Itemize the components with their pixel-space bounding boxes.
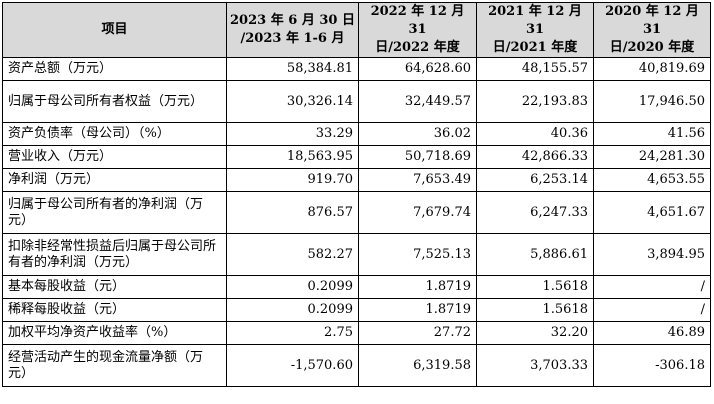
cell-value: 42,866.33 — [476, 145, 594, 169]
cell-value: 17,946.50 — [593, 80, 711, 123]
header-line2: 日/2020 年度 — [609, 40, 695, 55]
financial-summary-table: 项目 2023 年 6 月 30 日/2023 年 1-6 月 2022 年 1… — [2, 2, 711, 387]
table-row-diluted-eps: 稀释每股收益（元） 0.2099 1.8719 1.5618 / — [2, 298, 711, 322]
header-item: 项目 — [2, 2, 227, 58]
cell-value: -306.18 — [593, 344, 711, 387]
header-line1: 2023 年 6 月 30 日 — [230, 13, 355, 28]
header-line1: 2021 年 12 月 31 — [488, 4, 582, 37]
row-label: 基本每股收益（元） — [2, 275, 227, 299]
cell-value: 41.56 — [593, 122, 711, 146]
row-label: 资产负债率（母公司）（%） — [2, 122, 227, 146]
table-row-parent-equity: 归属于母公司所有者权益（万元） 30,326.14 32,449.57 22,1… — [2, 80, 711, 123]
cell-value: 3,894.95 — [593, 233, 711, 276]
cell-value: 2.75 — [226, 321, 359, 345]
cell-value: 919.70 — [226, 168, 359, 192]
header-item-label: 项目 — [101, 22, 128, 37]
header-line2: /2023 年 1-6 月 — [240, 31, 345, 46]
cell-value: -1,570.60 — [226, 344, 359, 387]
cell-value: 32,449.57 — [358, 80, 477, 123]
table-row-parent-net-profit: 归属于母公司所有者的净利润（万元） 876.57 7,679.74 6,247.… — [2, 191, 711, 234]
table-row-total-assets: 资产总额（万元） 58,384.81 64,628.60 48,155.57 4… — [2, 57, 711, 81]
cell-value: 24,281.30 — [593, 145, 711, 169]
cell-value: 3,703.33 — [476, 344, 594, 387]
cell-value: 1.8719 — [358, 298, 477, 322]
cell-value: 46.89 — [593, 321, 711, 345]
row-label: 营业收入（万元） — [2, 145, 227, 169]
row-label: 归属于母公司所有者权益（万元） — [2, 80, 227, 123]
cell-value: 30,326.14 — [226, 80, 359, 123]
table-row-basic-eps: 基本每股收益（元） 0.2099 1.8719 1.5618 / — [2, 275, 711, 299]
row-label: 归属于母公司所有者的净利润（万元） — [2, 191, 227, 234]
cell-value: 1.5618 — [476, 275, 594, 299]
cell-value: / — [593, 275, 711, 299]
cell-value: 58,384.81 — [226, 57, 359, 81]
cell-value: 22,193.83 — [476, 80, 594, 123]
cell-value: 6,247.33 — [476, 191, 594, 234]
header-2023h1: 2023 年 6 月 30 日/2023 年 1-6 月 — [226, 2, 359, 58]
cell-value: 40,819.69 — [593, 57, 711, 81]
cell-value: 7,525.13 — [358, 233, 477, 276]
header-2021: 2021 年 12 月 31 日/2021 年度 — [476, 2, 594, 58]
header-line2: 日/2022 年度 — [375, 40, 460, 55]
financial-table-container: 项目 2023 年 6 月 30 日/2023 年 1-6 月 2022 年 1… — [2, 2, 711, 387]
cell-value: 876.57 — [226, 191, 359, 234]
cell-value: 0.2099 — [226, 298, 359, 322]
table-row-revenue: 营业收入（万元） 18,563.95 50,718.69 42,866.33 2… — [2, 145, 711, 169]
header-line2: 日/2021 年度 — [492, 40, 578, 55]
cell-value: 5,886.61 — [476, 233, 594, 276]
cell-value: 7,679.74 — [358, 191, 477, 234]
table-row-operating-cash-flow: 经营活动产生的现金流量净额（万元） -1,570.60 6,319.58 3,7… — [2, 344, 711, 387]
row-label: 加权平均净资产收益率（%） — [2, 321, 227, 345]
row-label: 稀释每股收益（元） — [2, 298, 227, 322]
cell-value: / — [593, 298, 711, 322]
row-label: 净利润（万元） — [2, 168, 227, 192]
header-2020: 2020 年 12 月 31 日/2020 年度 — [593, 2, 711, 58]
cell-value: 1.5618 — [476, 298, 594, 322]
cell-value: 32.20 — [476, 321, 594, 345]
row-label: 经营活动产生的现金流量净额（万元） — [2, 344, 227, 387]
table-row-roe: 加权平均净资产收益率（%） 2.75 27.72 32.20 46.89 — [2, 321, 711, 345]
cell-value: 36.02 — [358, 122, 477, 146]
cell-value: 7,653.49 — [358, 168, 477, 192]
table-row-debt-ratio: 资产负债率（母公司）（%） 33.29 36.02 40.36 41.56 — [2, 122, 711, 146]
row-label: 资产总额（万元） — [2, 57, 227, 81]
cell-value: 27.72 — [358, 321, 477, 345]
header-line1: 2020 年 12 月 31 — [605, 4, 699, 37]
row-label: 扣除非经常性损益后归属于母公司所有者的净利润（万元） — [2, 233, 227, 276]
table-row-net-profit: 净利润（万元） 919.70 7,653.49 6,253.14 4,653.5… — [2, 168, 711, 192]
header-line1: 2022 年 12 月 31 — [370, 4, 465, 37]
cell-value: 582.27 — [226, 233, 359, 276]
header-2022: 2022 年 12 月 31 日/2022 年度 — [358, 2, 477, 58]
cell-value: 48,155.57 — [476, 57, 594, 81]
header-row: 项目 2023 年 6 月 30 日/2023 年 1-6 月 2022 年 1… — [2, 2, 711, 58]
cell-value: 50,718.69 — [358, 145, 477, 169]
table-row-deducted-net-profit: 扣除非经常性损益后归属于母公司所有者的净利润（万元） 582.27 7,525.… — [2, 233, 711, 276]
cell-value: 6,319.58 — [358, 344, 477, 387]
cell-value: 0.2099 — [226, 275, 359, 299]
cell-value: 33.29 — [226, 122, 359, 146]
cell-value: 4,653.55 — [593, 168, 711, 192]
cell-value: 4,651.67 — [593, 191, 711, 234]
cell-value: 40.36 — [476, 122, 594, 146]
cell-value: 1.8719 — [358, 275, 477, 299]
cell-value: 18,563.95 — [226, 145, 359, 169]
cell-value: 6,253.14 — [476, 168, 594, 192]
cell-value: 64,628.60 — [358, 57, 477, 81]
